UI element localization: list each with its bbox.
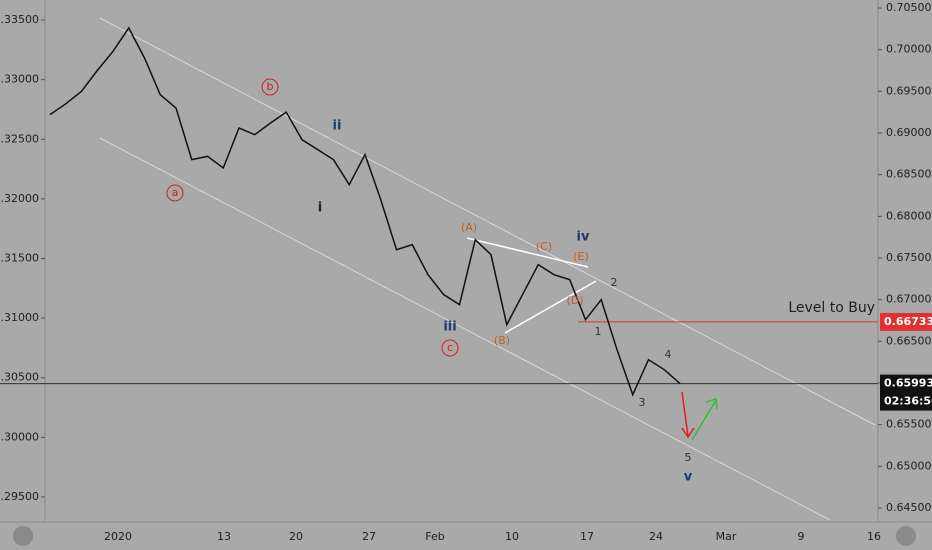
annotation: v bbox=[684, 470, 693, 485]
down-arrow bbox=[681, 391, 695, 439]
x-tick-label: 10 bbox=[505, 530, 519, 543]
annotation: a bbox=[172, 186, 179, 199]
annotation: (A) bbox=[461, 221, 477, 234]
annotation: ii bbox=[333, 119, 342, 134]
y2-tick-label: 1.33500 bbox=[0, 13, 39, 26]
countdown: 02:36:50 bbox=[884, 395, 932, 408]
y-tick-label: 0.68000 bbox=[886, 209, 932, 222]
x-tick-label: 17 bbox=[580, 530, 594, 543]
triangle-lower bbox=[504, 280, 597, 334]
x-tick-label: 27 bbox=[362, 530, 376, 543]
y2-tick-label: 1.29500 bbox=[0, 490, 39, 503]
annotation: iii bbox=[443, 320, 456, 335]
level-label: Level to Buy bbox=[788, 300, 875, 316]
y2-tick-label: 1.30000 bbox=[0, 430, 39, 443]
x-tick-label: 24 bbox=[649, 530, 663, 543]
annotation: (C) bbox=[536, 240, 552, 253]
up-arrow bbox=[691, 398, 718, 441]
annotation: 5 bbox=[685, 451, 692, 464]
y2-tick-label: 1.31000 bbox=[0, 311, 39, 324]
x-tick-label: 9 bbox=[798, 530, 805, 543]
channel-upper bbox=[99, 17, 876, 426]
annotation: 1 bbox=[595, 325, 602, 338]
annotation-circle bbox=[261, 78, 279, 96]
y2-tick-label: 1.31500 bbox=[0, 251, 39, 264]
annotation-circle bbox=[441, 339, 459, 357]
x-tick-label: 20 bbox=[289, 530, 303, 543]
y-tick-label: 0.67000 bbox=[886, 293, 932, 306]
triangle-upper bbox=[466, 237, 589, 268]
annotation: 4 bbox=[665, 348, 672, 361]
y2-tick-label: 1.33000 bbox=[0, 73, 39, 86]
x-tick-label: 13 bbox=[217, 530, 231, 543]
annotation: 2 bbox=[611, 276, 618, 289]
y-tick-label: 0.67500 bbox=[886, 251, 932, 264]
annotation: c bbox=[447, 341, 453, 354]
y-tick-label: 0.65000 bbox=[886, 459, 932, 472]
y-tick-label: 0.69500 bbox=[886, 84, 932, 97]
annotation-circle bbox=[166, 184, 184, 202]
annotation: b bbox=[267, 80, 274, 93]
y-tick-label: 0.70000 bbox=[886, 43, 932, 56]
y-tick-label: 0.69000 bbox=[886, 126, 932, 139]
x-tick-label: Feb bbox=[425, 530, 444, 543]
price-line bbox=[49, 26, 681, 397]
current-box bbox=[880, 374, 932, 411]
x-tick-label: Mar bbox=[716, 530, 737, 543]
logo-right bbox=[896, 526, 916, 546]
annotation: 3 bbox=[639, 396, 646, 409]
x-tick-label: 16 bbox=[867, 530, 881, 543]
level-box bbox=[880, 312, 932, 331]
annotation: iv bbox=[577, 230, 590, 245]
y2-tick-label: 1.32000 bbox=[0, 192, 39, 205]
current-value: 0.65993 bbox=[884, 377, 932, 390]
logo-left bbox=[13, 526, 33, 546]
y-tick-label: 0.66500 bbox=[886, 334, 932, 347]
y-tick-label: 0.70500 bbox=[886, 1, 932, 14]
level-value: 0.66733 bbox=[884, 315, 932, 328]
annotation: (B) bbox=[494, 334, 510, 347]
annotation: i bbox=[318, 201, 322, 216]
y2-tick-label: 1.30500 bbox=[0, 371, 39, 384]
channel-lower bbox=[99, 137, 831, 521]
y2-tick-label: 1.32500 bbox=[0, 132, 39, 145]
y-tick-label: 0.68500 bbox=[886, 168, 932, 181]
annotation: (E) bbox=[573, 250, 589, 263]
y-tick-label: 0.64500 bbox=[886, 501, 932, 514]
x-tick-label: 2020 bbox=[104, 530, 132, 543]
y-tick-label: 0.65500 bbox=[886, 418, 932, 431]
annotation: (D) bbox=[566, 294, 583, 307]
